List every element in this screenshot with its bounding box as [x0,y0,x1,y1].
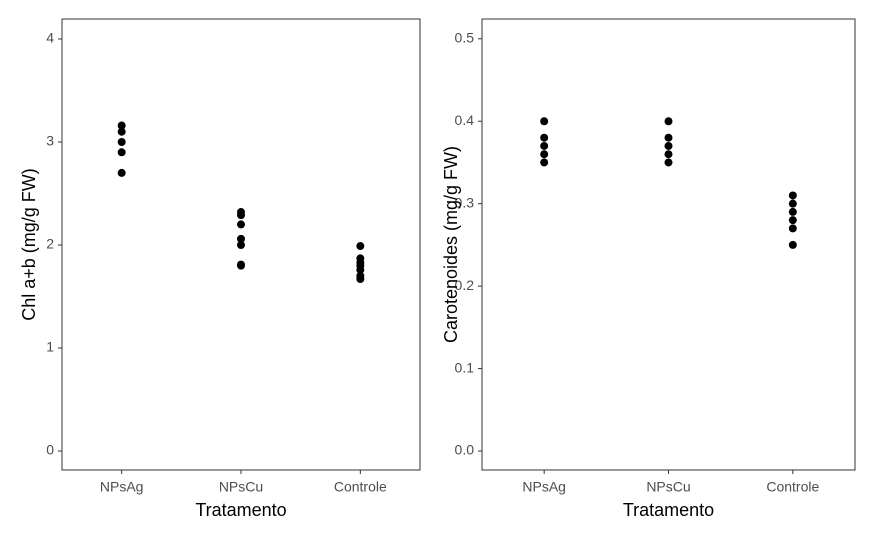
y-tick-label: 2 [46,236,54,252]
y-tick-label: 0.3 [455,194,475,210]
point [664,158,673,167]
point [788,207,797,216]
x-tick-label: NPsCu [219,479,263,495]
y-tick-label: 0.4 [455,112,475,128]
y-axis-title: Chl a+b (mg/g FW) [19,168,39,321]
point [540,141,549,150]
point [117,148,126,157]
point [664,141,673,150]
point [540,133,549,142]
point [117,121,126,130]
y-tick-label: 0 [46,442,54,458]
point [237,234,245,243]
y-tick-label: 1 [46,339,54,355]
point [117,138,126,146]
point [237,261,245,270]
point [664,117,673,126]
point [356,275,365,284]
y-tick-label: 4 [46,30,54,46]
point [540,158,549,167]
point [117,127,126,136]
point [664,133,673,142]
point [237,241,245,250]
point [540,150,549,159]
x-axis-title: Tratamento [195,500,286,520]
y-tick-label: 0.0 [455,442,475,458]
y-axis-title: Carotenoides (mg/g FW) [441,146,461,343]
point [356,265,365,274]
x-tick-label: NPsAg [100,479,144,495]
x-tick-label: NPsCu [646,479,690,495]
y-tick-label: 0.1 [455,359,475,375]
panel-border [481,18,856,471]
point [664,150,673,159]
point [788,191,797,200]
point [237,211,245,220]
y-tick-label: 0.5 [455,29,475,45]
y-tick-label: 0.2 [455,277,475,293]
point [788,216,797,225]
point [540,117,549,126]
point [788,199,797,208]
x-tick-label: NPsAg [522,479,566,495]
x-tick-label: Controle [334,479,387,495]
point [788,240,797,249]
x-tick-label: Controle [766,479,819,495]
point [237,220,245,229]
y-tick-label: 3 [46,133,54,149]
point [788,224,797,233]
point [356,242,365,251]
x-axis-title: Tratamento [623,500,714,520]
point [117,168,126,177]
